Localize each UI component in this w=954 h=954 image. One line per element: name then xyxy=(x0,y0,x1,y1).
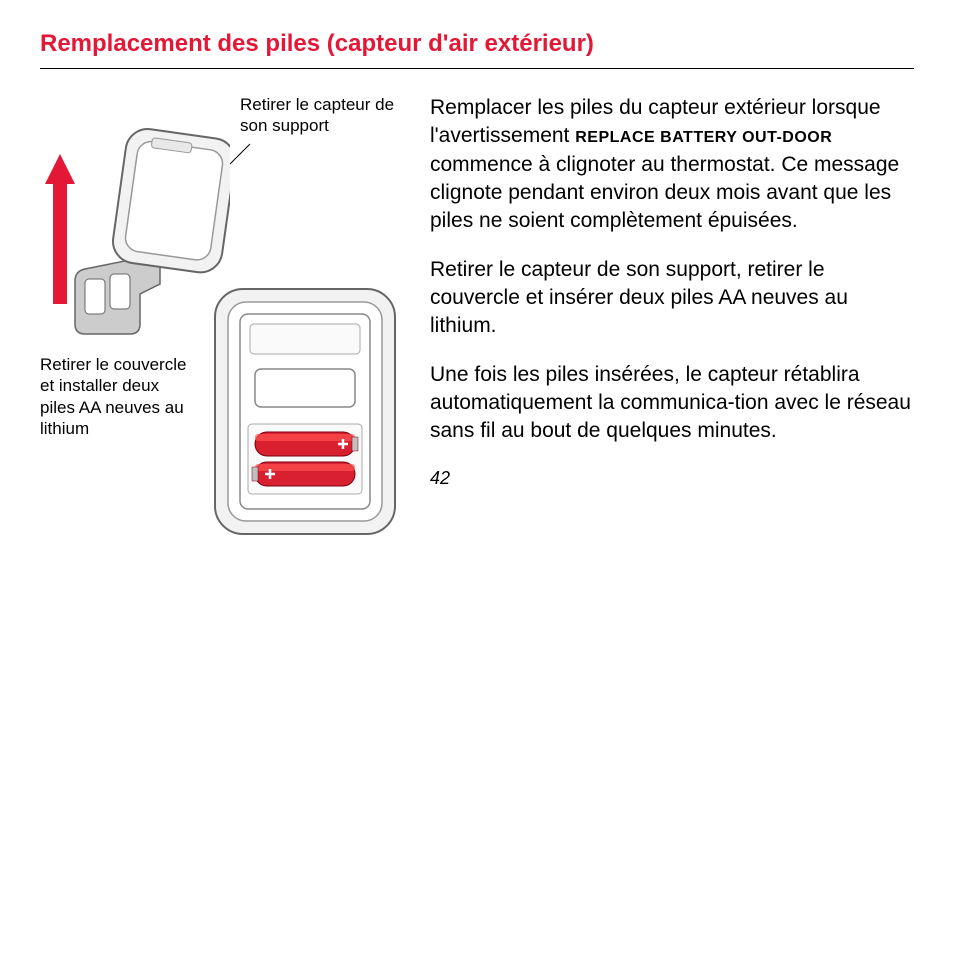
warning-label: REPLACE BATTERY OUT-DOOR xyxy=(575,129,832,146)
content-area: Retirer le capteur de son support xyxy=(40,94,914,564)
page-number: 42 xyxy=(430,466,914,490)
paragraph-2: Retirer le capteur de son support, retir… xyxy=(430,256,914,341)
para1-part-b: commence à clignoter au thermostat. Ce m… xyxy=(430,153,899,233)
body-text-column: Remplacer les piles du capteur extérieur… xyxy=(430,94,914,564)
paragraph-1: Remplacer les piles du capteur extérieur… xyxy=(430,94,914,236)
page-title: Remplacement des piles (capteur d'air ex… xyxy=(40,30,914,69)
paragraph-3: Une fois les piles insérées, le capteur … xyxy=(430,361,914,446)
battery-compartment-icon xyxy=(210,284,400,544)
diagram-battery-install xyxy=(40,284,400,564)
illustration-column: Retirer le capteur de son support xyxy=(40,94,400,564)
